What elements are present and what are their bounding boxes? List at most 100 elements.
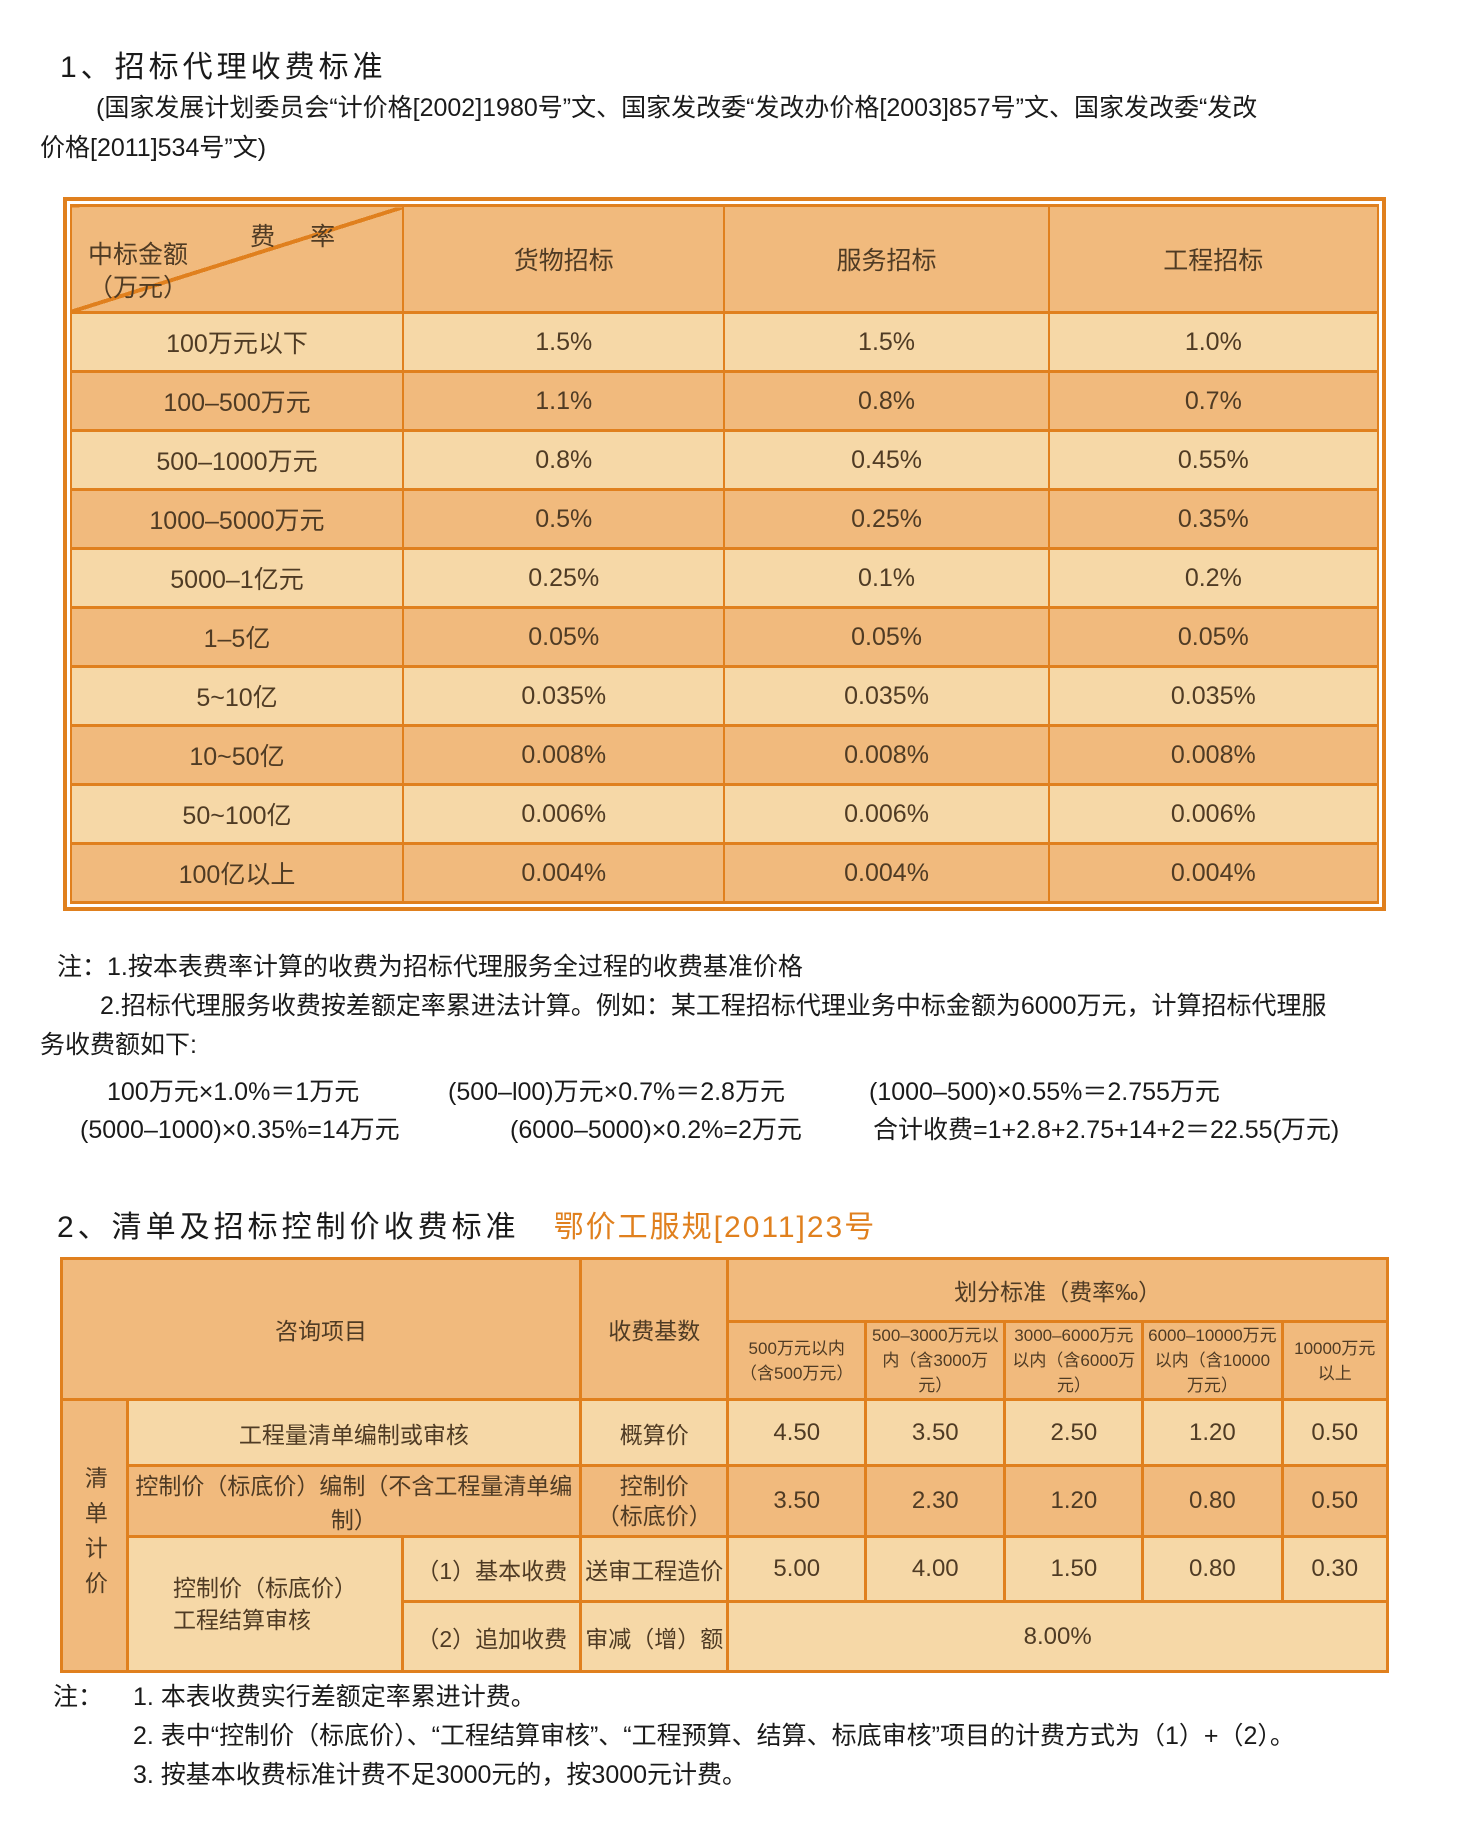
table-row: 清单计价 工程量清单编制或审核 概算价 4.50 3.50 2.50 1.20 …	[60, 1398, 1389, 1673]
formula: (500–l00)万元×0.7%＝2.8万元	[448, 1078, 785, 1106]
consult-item-cell: 控制价（标底价） 工程结算审核	[125, 1535, 405, 1673]
rate-cell: 0.50	[1280, 1464, 1389, 1538]
rate-cell: 1.50	[1003, 1535, 1145, 1603]
row-label: 50~100亿	[70, 783, 404, 845]
formula: (1000–500)×0.55%＝2.755万元	[869, 1078, 1220, 1106]
group-label-cell: 清单计价	[60, 1398, 129, 1673]
section1-notes: 注：1.按本表费率计算的收费为招标代理服务全过程的收费基准价格 2.招标代理服务…	[40, 948, 1440, 1065]
formula: 100万元×1.0%＝1万元	[107, 1078, 360, 1106]
column-header-services: 服务招标	[723, 204, 1050, 314]
row-label: 100万元以下	[70, 311, 404, 373]
table-row: 10~50亿 0.008% 0.008% 0.008%	[70, 724, 1380, 786]
fee-rate-cell: 0.008%	[401, 724, 726, 786]
note-line: 务收费额如下:	[40, 1031, 197, 1059]
note-line: 注：1.按本表费率计算的收费为招标代理服务全过程的收费基准价格	[57, 953, 803, 981]
row-label: 100–500万元	[70, 370, 404, 432]
formula: (6000–5000)×0.2%=2万元	[510, 1116, 802, 1144]
section1-subtitle: (国家发展计划委员会“计价格[2002]1980号”文、国家发改委“发改办价格[…	[40, 88, 1257, 168]
table2-subheader-row: 500万元以内（含500万元） 500–3000万元以内（含3000万元） 30…	[62, 1320, 1389, 1401]
row-label: 1–5亿	[70, 606, 404, 668]
settlement-audit-line1: 控制价（标底价）	[173, 1575, 358, 1601]
bracket-header: 3000–6000万元以内（含6000万元）	[1003, 1320, 1145, 1401]
row-label: 5~10亿	[70, 665, 404, 727]
fee-base-line1: 控制价	[619, 1473, 689, 1499]
fee-rate-cell: 0.004%	[723, 842, 1050, 904]
section2-notes: 注： 1. 本表收费实行差额定率累进计费。 2. 表中“控制价（标底价）、“工程…	[53, 1678, 1295, 1795]
table-row: 1000–5000万元 0.5% 0.25% 0.35%	[70, 488, 1380, 550]
fee-base-cell: 送审工程造价	[579, 1535, 730, 1603]
formula-row-1: 100万元×1.0%＝1万元 (500–l00)万元×0.7%＝2.8万元 (1…	[40, 1072, 1450, 1106]
sub-item-cell: （2）追加收费	[401, 1600, 583, 1673]
bid-amount-label-line2: （万元）	[88, 274, 189, 302]
merged-rate-cell: 8.00%	[726, 1600, 1389, 1673]
bracket-header: 500万元以内（含500万元）	[726, 1320, 868, 1401]
formula: 合计收费=1+2.8+2.75+14+2＝22.55(万元)	[873, 1116, 1340, 1144]
sub-item-cell: （1）基本收费	[401, 1535, 583, 1603]
agency-fee-table: 费 率 中标金额 （万元） 货物招标 服务招标 工程招标 100万元以下 1.5…	[70, 204, 1380, 904]
fee-rate-cell: 0.008%	[1047, 724, 1380, 786]
notes-items: 1. 本表收费实行差额定率累进计费。 2. 表中“控制价（标底价）、“工程结算审…	[133, 1678, 1295, 1795]
fee-rate-cell: 0.5%	[401, 488, 726, 550]
table-row: 5~10亿 0.035% 0.035% 0.035%	[70, 665, 1380, 727]
section2-title-reference: 鄂价工服规[2011]23号	[553, 1211, 877, 1244]
table-row: 100–500万元 1.1% 0.8% 0.7%	[70, 370, 1380, 432]
section1-subtitle-line2: 价格[2011]534号”文)	[40, 134, 267, 162]
fee-rate-cell: 0.035%	[723, 665, 1050, 727]
section1-subtitle-line1: (国家发展计划委员会“计价格[2002]1980号”文、国家发改委“发改办价格[…	[96, 94, 1258, 122]
fee-rate-cell: 0.004%	[1047, 842, 1380, 904]
table-row: 1–5亿 0.05% 0.05% 0.05%	[70, 606, 1380, 668]
bid-amount-label-line1: 中标金额	[88, 241, 189, 269]
rate-cell: 1.20	[1141, 1398, 1284, 1467]
note-line: 2. 表中“控制价（标底价）、“工程结算审核”、“工程预算、结算、标底审核”项目…	[133, 1722, 1295, 1750]
fee-rate-cell: 0.006%	[401, 783, 726, 845]
fee-rate-cell: 1.5%	[401, 311, 726, 373]
agency-fee-table-frame: 费 率 中标金额 （万元） 货物招标 服务招标 工程招标 100万元以下 1.5…	[63, 197, 1386, 911]
fee-rate-cell: 0.004%	[401, 842, 726, 904]
note-line: 1. 本表收费实行差额定率累进计费。	[133, 1683, 536, 1711]
rate-cell: 4.00	[864, 1535, 1007, 1603]
column-header-engineering: 工程招标	[1047, 204, 1380, 314]
fee-rate-cell: 0.55%	[1047, 429, 1380, 491]
fee-rate-cell: 0.25%	[401, 547, 726, 609]
rate-cell: 2.50	[1003, 1398, 1145, 1467]
formula: (5000–1000)×0.35%=14万元	[80, 1116, 400, 1144]
bid-amount-axis-label: 中标金额 （万元）	[88, 239, 188, 305]
rate-cell: 2.30	[864, 1464, 1007, 1538]
group-label: 清单计价	[81, 1465, 108, 1606]
rate-cell: 4.50	[726, 1398, 868, 1467]
notes-label: 注：	[53, 1683, 104, 1711]
fee-rate-cell: 0.8%	[401, 429, 726, 491]
rate-cell: 0.50	[1280, 1398, 1389, 1467]
row-label: 100亿以上	[70, 842, 404, 904]
table-row: 50~100亿 0.006% 0.006% 0.006%	[70, 783, 1380, 845]
fee-rate-cell: 0.006%	[1047, 783, 1380, 845]
rate-cell: 0.30	[1280, 1535, 1389, 1603]
fee-rate-axis-label: 费 率	[250, 223, 350, 251]
fee-base-cell: 审减（增）额	[579, 1600, 730, 1673]
column-header-goods: 货物招标	[401, 204, 726, 314]
settlement-audit-label: 控制价（标底价） 工程结算审核	[173, 1572, 357, 1636]
fee-base-cell: 概算价	[579, 1398, 730, 1467]
rate-cell: 5.00	[726, 1535, 868, 1603]
fee-rate-cell: 1.0%	[1047, 311, 1380, 373]
consult-item-cell: 工程量清单编制或审核	[125, 1398, 583, 1467]
diagonal-header-cell: 费 率 中标金额 （万元）	[70, 204, 404, 314]
rate-cell: 0.80	[1141, 1535, 1284, 1603]
fee-rate-cell: 0.035%	[1047, 665, 1380, 727]
fee-rate-cell: 0.006%	[723, 783, 1050, 845]
fee-rate-cell: 0.7%	[1047, 370, 1380, 432]
section2-title: 2、清单及招标控制价收费标准 鄂价工服规[2011]23号	[57, 1202, 876, 1246]
table-row: 100亿以上 0.004% 0.004% 0.004%	[70, 842, 1380, 904]
row-label: 1000–5000万元	[70, 488, 404, 550]
fee-rate-cell: 0.25%	[723, 488, 1050, 550]
rate-cell: 0.80	[1141, 1464, 1284, 1538]
table-row: 100万元以下 1.5% 1.5% 1.0%	[70, 311, 1380, 373]
table2-header-row: 咨询项目 收费基数 划分标准（费率‰）	[59, 1257, 1389, 1401]
column-header-consult-item: 咨询项目	[59, 1257, 583, 1401]
bracket-header: 6000–10000万元以内（含10000万元）	[1141, 1320, 1284, 1401]
bracket-header: 10000万元以上	[1280, 1320, 1389, 1401]
fee-rate-cell: 0.45%	[723, 429, 1050, 491]
row-label: 5000–1亿元	[70, 547, 404, 609]
agency-fee-header-row: 费 率 中标金额 （万元） 货物招标 服务招标 工程招标	[70, 204, 1380, 314]
fee-rate-cell: 0.008%	[723, 724, 1050, 786]
